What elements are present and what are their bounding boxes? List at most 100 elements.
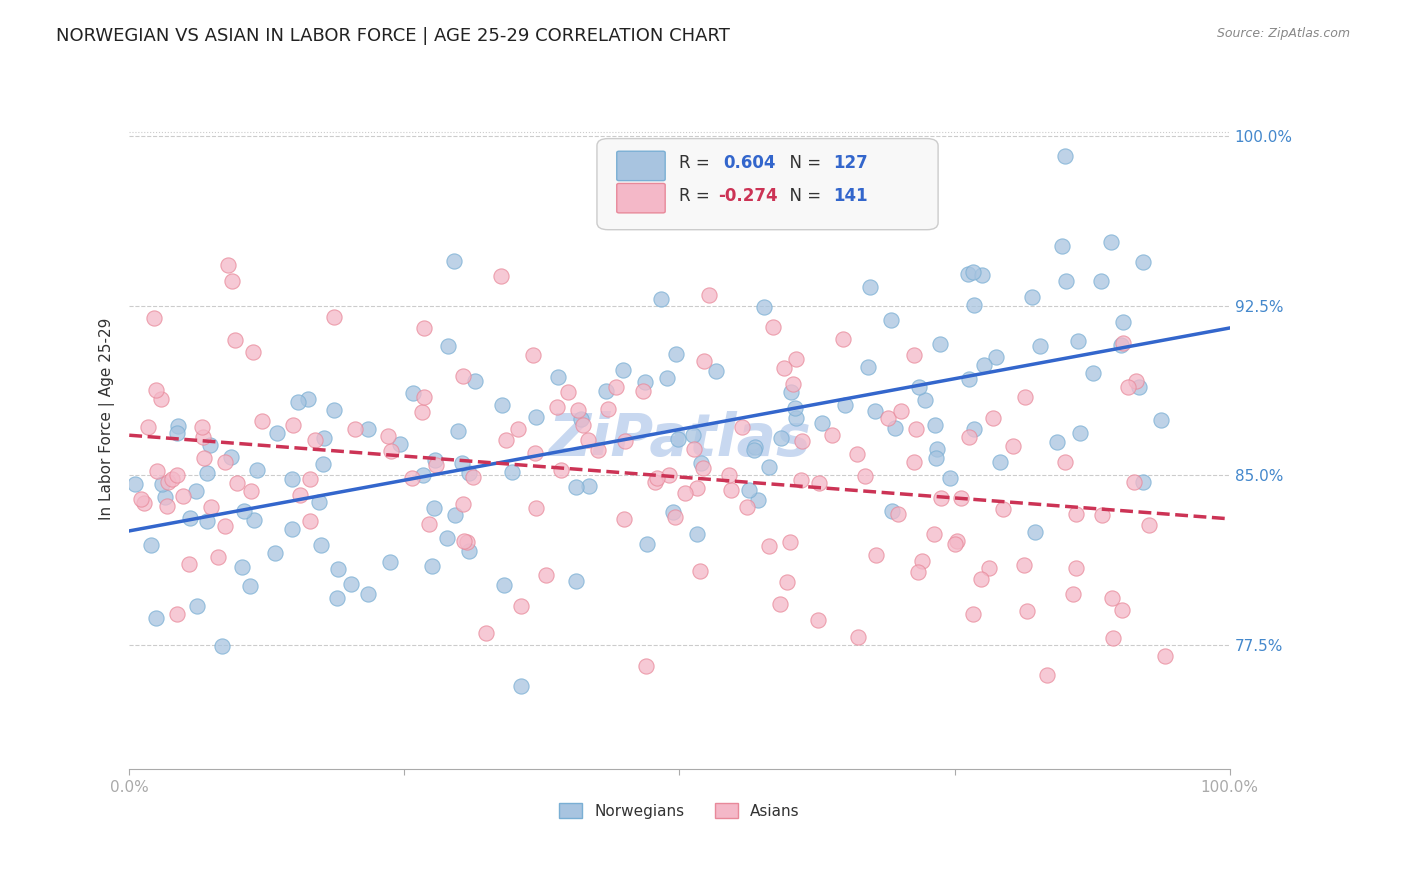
Norwegians [737, 483, 759, 497]
Asians [413, 320, 436, 334]
Norwegians [758, 460, 780, 475]
Asians [910, 554, 932, 568]
Asians [758, 539, 780, 553]
Text: ZiPatlas: ZiPatlas [548, 411, 811, 468]
Norwegians [914, 392, 936, 407]
Asians [1139, 517, 1161, 532]
Norwegians [166, 425, 188, 440]
Text: 0.604: 0.604 [724, 154, 776, 172]
Asians [1102, 631, 1125, 645]
Asians [846, 630, 869, 644]
Asians [572, 418, 595, 433]
Norwegians [422, 501, 444, 516]
Asians [323, 310, 346, 324]
Asians [735, 500, 758, 514]
Norwegians [863, 404, 886, 418]
Asians [411, 405, 433, 419]
Asians [1153, 648, 1175, 663]
Asians [890, 404, 912, 418]
Norwegians [988, 455, 1011, 469]
Norwegians [1081, 366, 1104, 380]
Asians [226, 476, 249, 491]
Norwegians [357, 422, 380, 436]
Legend: Norwegians, Asians: Norwegians, Asians [553, 797, 806, 825]
Norwegians [509, 679, 531, 693]
Norwegians [1024, 525, 1046, 540]
Asians [491, 268, 513, 283]
Asians [717, 468, 740, 483]
Norwegians [211, 640, 233, 654]
Norwegians [1090, 274, 1112, 288]
Norwegians [963, 298, 986, 312]
Asians [598, 401, 620, 416]
Norwegians [925, 442, 948, 456]
Norwegians [420, 558, 443, 573]
Norwegians [444, 508, 467, 522]
Norwegians [962, 265, 984, 279]
Asians [903, 348, 925, 362]
Norwegians [769, 431, 792, 445]
Asians [250, 414, 273, 428]
Asians [1064, 508, 1087, 522]
Asians [191, 420, 214, 434]
Asians [981, 411, 1004, 425]
Asians [179, 557, 201, 571]
Asians [979, 561, 1001, 575]
Asians [853, 469, 876, 483]
Norwegians [340, 577, 363, 591]
Norwegians [124, 477, 146, 491]
Norwegians [984, 351, 1007, 365]
Asians [150, 392, 173, 406]
Norwegians [458, 543, 481, 558]
Asians [166, 467, 188, 482]
Asians [904, 422, 927, 436]
Text: 141: 141 [834, 187, 868, 205]
Asians [304, 433, 326, 447]
Norwegians [281, 472, 304, 486]
Norwegians [221, 450, 243, 464]
Norwegians [246, 463, 269, 477]
Norwegians [704, 364, 727, 378]
Norwegians [233, 503, 256, 517]
Norwegians [924, 417, 946, 432]
Norwegians [447, 425, 470, 439]
Asians [922, 527, 945, 541]
Asians [160, 472, 183, 486]
Asians [550, 463, 572, 477]
Asians [685, 481, 707, 495]
Norwegians [1109, 337, 1132, 351]
Asians [946, 533, 969, 548]
Asians [762, 320, 785, 334]
Asians [451, 368, 474, 383]
Asians [1035, 668, 1057, 682]
Asians [136, 420, 159, 434]
Norwegians [198, 438, 221, 452]
Asians [456, 535, 478, 549]
Norwegians [1132, 475, 1154, 490]
Norwegians [666, 432, 689, 446]
Asians [832, 332, 855, 346]
Asians [567, 403, 589, 417]
Asians [1091, 508, 1114, 522]
Norwegians [501, 466, 523, 480]
Asians [865, 548, 887, 562]
Asians [495, 434, 517, 448]
Asians [647, 471, 669, 485]
Asians [134, 496, 156, 510]
Asians [886, 507, 908, 521]
Asians [692, 461, 714, 475]
FancyBboxPatch shape [598, 138, 938, 230]
Asians [239, 484, 262, 499]
Asians [200, 500, 222, 515]
Norwegians [287, 395, 309, 409]
Asians [418, 517, 440, 532]
Norwegians [311, 457, 333, 471]
Text: Source: ZipAtlas.com: Source: ZipAtlas.com [1216, 27, 1350, 40]
Asians [413, 390, 436, 404]
Asians [782, 376, 804, 391]
Text: N =: N = [779, 187, 825, 205]
Norwegians [754, 301, 776, 315]
Asians [1101, 591, 1123, 606]
Asians [380, 443, 402, 458]
Norwegians [595, 384, 617, 398]
